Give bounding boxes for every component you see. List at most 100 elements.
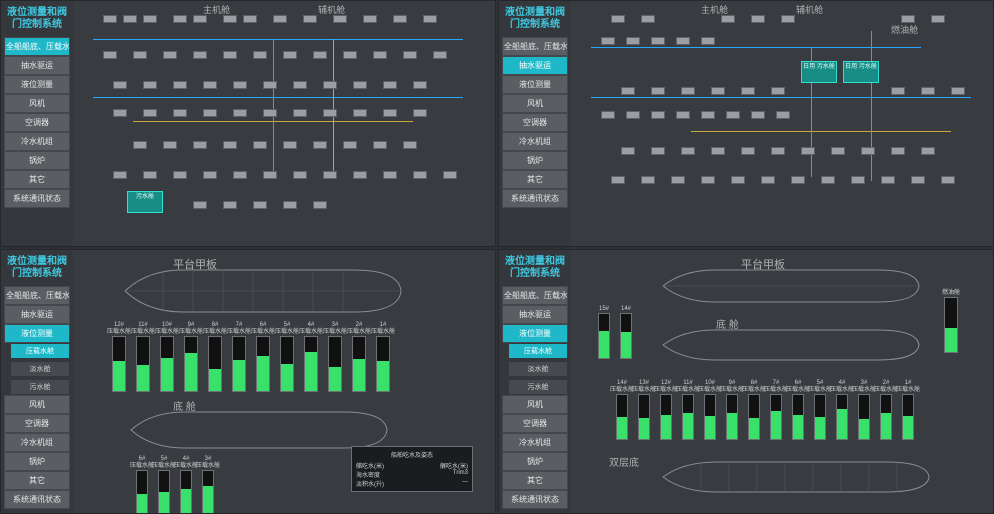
- valve-node[interactable]: [343, 141, 357, 149]
- valve-node[interactable]: [611, 15, 625, 23]
- valve-node[interactable]: [253, 141, 267, 149]
- valve-node[interactable]: [283, 141, 297, 149]
- valve-node[interactable]: [851, 176, 865, 184]
- valve-node[interactable]: [413, 109, 427, 117]
- valve-node[interactable]: [333, 15, 347, 23]
- valve-node[interactable]: [641, 15, 655, 23]
- valve-node[interactable]: [203, 81, 217, 89]
- valve-node[interactable]: [193, 15, 207, 23]
- valve-node[interactable]: [233, 171, 247, 179]
- valve-node[interactable]: [353, 171, 367, 179]
- valve-node[interactable]: [373, 51, 387, 59]
- nav-item-5[interactable]: 冷水机组: [502, 132, 568, 151]
- sub-nav-2[interactable]: 污水舱: [10, 379, 70, 395]
- valve-node[interactable]: [193, 51, 207, 59]
- valve-node[interactable]: [921, 87, 935, 95]
- valve-node[interactable]: [313, 141, 327, 149]
- valve-node[interactable]: [203, 109, 217, 117]
- valve-node[interactable]: [223, 201, 237, 209]
- nav-item-0[interactable]: 全船船底、压载水: [4, 37, 70, 56]
- valve-node[interactable]: [293, 109, 307, 117]
- valve-node[interactable]: [353, 109, 367, 117]
- valve-node[interactable]: [621, 87, 635, 95]
- nav-item-2[interactable]: 液位测量: [4, 324, 70, 343]
- valve-node[interactable]: [761, 176, 775, 184]
- valve-node[interactable]: [711, 147, 725, 155]
- valve-node[interactable]: [721, 15, 735, 23]
- nav-item-3[interactable]: 风机: [4, 94, 70, 113]
- valve-node[interactable]: [203, 171, 217, 179]
- nav-item-3[interactable]: 风机: [4, 395, 70, 414]
- valve-node[interactable]: [193, 141, 207, 149]
- valve-node[interactable]: [676, 111, 690, 119]
- valve-node[interactable]: [313, 201, 327, 209]
- nav-item-6[interactable]: 锅炉: [4, 452, 70, 471]
- nav-item-0[interactable]: 全船船底、压载水: [502, 37, 568, 56]
- valve-node[interactable]: [413, 81, 427, 89]
- valve-node[interactable]: [133, 51, 147, 59]
- valve-node[interactable]: [233, 81, 247, 89]
- valve-node[interactable]: [831, 147, 845, 155]
- valve-node[interactable]: [681, 87, 695, 95]
- valve-node[interactable]: [791, 176, 805, 184]
- valve-node[interactable]: [726, 111, 740, 119]
- nav-item-8[interactable]: 系统通讯状态: [4, 490, 70, 509]
- valve-node[interactable]: [263, 81, 277, 89]
- valve-node[interactable]: [343, 51, 357, 59]
- valve-node[interactable]: [423, 15, 437, 23]
- nav-item-4[interactable]: 空调器: [502, 113, 568, 132]
- nav-item-2[interactable]: 液位测量: [4, 75, 70, 94]
- valve-node[interactable]: [701, 176, 715, 184]
- valve-node[interactable]: [731, 176, 745, 184]
- nav-item-0[interactable]: 全船船底、压载水: [4, 286, 70, 305]
- valve-node[interactable]: [891, 87, 905, 95]
- nav-item-4[interactable]: 空调器: [502, 414, 568, 433]
- nav-item-6[interactable]: 锅炉: [4, 151, 70, 170]
- nav-item-2[interactable]: 液位测量: [502, 75, 568, 94]
- valve-node[interactable]: [253, 201, 267, 209]
- valve-node[interactable]: [821, 176, 835, 184]
- valve-node[interactable]: [751, 15, 765, 23]
- valve-node[interactable]: [681, 147, 695, 155]
- nav-item-7[interactable]: 其它: [4, 471, 70, 490]
- valve-node[interactable]: [651, 37, 665, 45]
- valve-node[interactable]: [701, 37, 715, 45]
- valve-node[interactable]: [651, 111, 665, 119]
- valve-node[interactable]: [881, 176, 895, 184]
- valve-node[interactable]: [921, 147, 935, 155]
- valve-node[interactable]: [293, 171, 307, 179]
- valve-node[interactable]: [861, 147, 875, 155]
- valve-node[interactable]: [383, 171, 397, 179]
- nav-item-5[interactable]: 冷水机组: [4, 132, 70, 151]
- sub-nav-2[interactable]: 污水舱: [508, 379, 568, 395]
- sub-nav-0[interactable]: 压载水舱: [10, 343, 70, 359]
- valve-node[interactable]: [751, 111, 765, 119]
- valve-node[interactable]: [443, 171, 457, 179]
- valve-node[interactable]: [951, 87, 965, 95]
- valve-node[interactable]: [741, 87, 755, 95]
- nav-item-8[interactable]: 系统通讯状态: [4, 189, 70, 208]
- valve-node[interactable]: [143, 15, 157, 23]
- valve-node[interactable]: [223, 141, 237, 149]
- valve-node[interactable]: [263, 109, 277, 117]
- nav-item-2[interactable]: 液位测量: [502, 324, 568, 343]
- nav-item-7[interactable]: 其它: [502, 170, 568, 189]
- valve-node[interactable]: [303, 15, 317, 23]
- valve-node[interactable]: [771, 87, 785, 95]
- valve-node[interactable]: [233, 109, 247, 117]
- nav-item-7[interactable]: 其它: [502, 471, 568, 490]
- valve-node[interactable]: [741, 147, 755, 155]
- valve-node[interactable]: [931, 15, 945, 23]
- valve-node[interactable]: [901, 15, 915, 23]
- valve-node[interactable]: [123, 15, 137, 23]
- nav-item-1[interactable]: 抽水驱运: [502, 56, 568, 75]
- valve-node[interactable]: [626, 111, 640, 119]
- valve-node[interactable]: [113, 171, 127, 179]
- valve-node[interactable]: [223, 15, 237, 23]
- valve-node[interactable]: [403, 141, 417, 149]
- valve-node[interactable]: [323, 171, 337, 179]
- valve-node[interactable]: [801, 147, 815, 155]
- nav-item-7[interactable]: 其它: [4, 170, 70, 189]
- valve-node[interactable]: [133, 141, 147, 149]
- nav-item-8[interactable]: 系统通讯状态: [502, 490, 568, 509]
